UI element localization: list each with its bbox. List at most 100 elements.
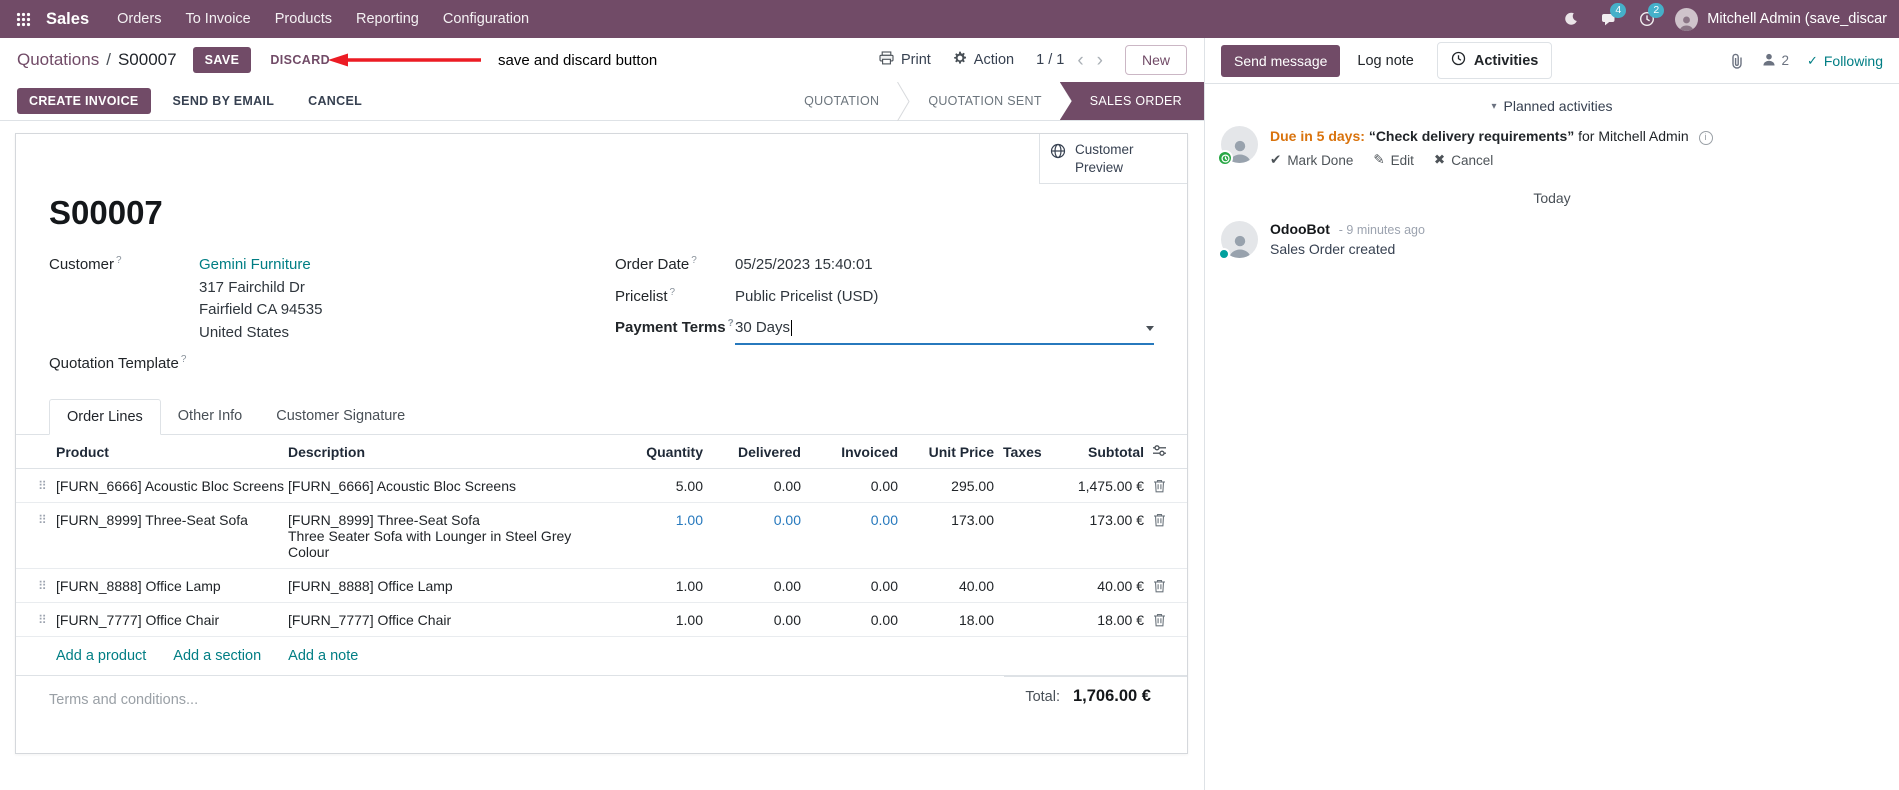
drag-handle-icon[interactable]: ⠿ xyxy=(38,513,47,527)
dropdown-caret-icon[interactable] xyxy=(1146,325,1154,331)
pricelist-value[interactable]: Public Pricelist (USD) xyxy=(735,287,879,305)
step-sales-order-active[interactable]: SALES ORDER xyxy=(1059,82,1204,120)
line-invoiced[interactable]: 0.00 xyxy=(870,478,898,494)
delete-line-icon[interactable] xyxy=(1144,503,1175,535)
send-by-email-button[interactable]: SEND BY EMAIL xyxy=(161,88,287,114)
line-quantity[interactable]: 1.00 xyxy=(675,612,703,628)
line-unit-price[interactable]: 40.00 xyxy=(958,578,994,594)
line-unit-price[interactable]: 18.00 xyxy=(958,612,994,628)
user-avatar[interactable] xyxy=(1675,7,1699,31)
nav-item-to-invoice[interactable]: To Invoice xyxy=(185,11,251,27)
line-taxes[interactable] xyxy=(994,569,1054,586)
following-button[interactable]: ✓ Following xyxy=(1807,53,1883,69)
delete-line-icon[interactable] xyxy=(1144,469,1175,501)
pager-previous-icon[interactable]: ‹ xyxy=(1077,49,1084,71)
add-a-note-link[interactable]: Add a note xyxy=(288,648,359,664)
action-button[interactable]: Action xyxy=(953,51,1014,69)
line-product[interactable]: [FURN_8888] Office Lamp xyxy=(56,578,221,594)
line-taxes[interactable] xyxy=(994,603,1054,620)
cancel-activity-button[interactable]: ✖ Cancel xyxy=(1433,152,1494,168)
discard-button[interactable]: DISCARD xyxy=(266,47,334,73)
planned-activities-toggle[interactable]: ▾ Planned activities xyxy=(1205,84,1899,123)
line-quantity[interactable]: 5.00 xyxy=(675,478,703,494)
step-quotation-sent[interactable]: QUOTATION SENT xyxy=(928,94,1042,108)
drag-handle-icon[interactable]: ⠿ xyxy=(38,579,47,593)
nav-item-configuration[interactable]: Configuration xyxy=(442,11,530,27)
line-invoiced[interactable]: 0.00 xyxy=(870,512,898,528)
line-taxes[interactable] xyxy=(994,469,1054,486)
line-delivered[interactable]: 0.00 xyxy=(773,478,801,494)
pager-next-icon[interactable]: › xyxy=(1096,49,1103,71)
apps-grid-icon[interactable] xyxy=(8,12,38,27)
line-description[interactable]: [FURN_8888] Office Lamp xyxy=(288,578,453,594)
create-invoice-button[interactable]: CREATE INVOICE xyxy=(17,88,151,114)
tab-other-info[interactable]: Other Info xyxy=(177,408,243,424)
print-icon xyxy=(879,51,894,69)
mark-done-button[interactable]: ✔ Mark Done xyxy=(1270,152,1354,168)
line-delivered[interactable]: 0.00 xyxy=(773,578,801,594)
customer-preview-button[interactable]: Customer Preview xyxy=(1039,134,1187,185)
pager-value[interactable]: 1 / 1 xyxy=(1036,52,1065,68)
statusbar-buttons: CREATE INVOICE SEND BY EMAIL CANCEL xyxy=(17,82,374,120)
line-description[interactable]: [FURN_6666] Acoustic Bloc Screens xyxy=(288,478,516,494)
line-product[interactable]: [FURN_6666] Acoustic Bloc Screens xyxy=(56,478,284,494)
header-quantity: Quantity xyxy=(646,444,703,460)
breadcrumb-separator: / xyxy=(106,50,111,69)
delete-line-icon[interactable] xyxy=(1144,603,1175,635)
delete-line-icon[interactable] xyxy=(1144,569,1175,601)
followers-button[interactable]: 2 xyxy=(1762,53,1789,69)
line-delivered[interactable]: 0.00 xyxy=(773,612,801,628)
terms-placeholder[interactable]: Terms and conditions... xyxy=(49,692,199,708)
drag-handle-icon[interactable]: ⠿ xyxy=(38,613,47,627)
add-a-product-link[interactable]: Add a product xyxy=(56,648,147,664)
print-button[interactable]: Print xyxy=(879,51,931,69)
user-menu[interactable]: Mitchell Admin (save_discar xyxy=(1707,11,1887,27)
tab-order-lines[interactable]: Order Lines xyxy=(49,399,161,435)
line-invoiced[interactable]: 0.00 xyxy=(870,612,898,628)
nav-item-products[interactable]: Products xyxy=(274,11,332,27)
customer-preview-label: Customer Preview xyxy=(1075,142,1134,175)
line-product[interactable]: [FURN_8999] Three-Seat Sofa xyxy=(56,512,248,528)
log-note-button[interactable]: Log note xyxy=(1344,45,1426,77)
activities-clock-icon[interactable]: 2 xyxy=(1629,0,1665,38)
tab-customer-signature[interactable]: Customer Signature xyxy=(276,408,406,424)
line-quantity[interactable]: 1.00 xyxy=(675,512,703,528)
step-quotation[interactable]: QUOTATION xyxy=(804,94,880,108)
line-taxes[interactable] xyxy=(994,503,1054,520)
new-button[interactable]: New xyxy=(1124,45,1187,75)
pencil-icon: ✎ xyxy=(1373,152,1385,168)
breadcrumb-quotations-link[interactable]: Quotations xyxy=(17,50,100,69)
customer-value: Gemini Furniture 317 Fairchild Dr Fairfi… xyxy=(199,254,322,344)
attachment-paperclip-icon[interactable] xyxy=(1730,53,1744,69)
activity-assignee: for Mitchell Admin xyxy=(1578,128,1689,144)
line-description[interactable]: [FURN_8999] Three-Seat Sofa Three Seater … xyxy=(288,512,572,560)
help-marker: ? xyxy=(691,255,697,266)
edit-activity-button[interactable]: ✎ Edit xyxy=(1373,152,1414,168)
line-quantity[interactable]: 1.00 xyxy=(675,578,703,594)
payment-terms-input[interactable]: 30 Days xyxy=(735,317,1154,345)
add-a-section-link[interactable]: Add a section xyxy=(173,648,262,664)
customer-link[interactable]: Gemini Furniture xyxy=(199,256,311,273)
send-message-button[interactable]: Send message xyxy=(1221,44,1341,77)
order-date-value[interactable]: 05/25/2023 15:40:01 xyxy=(735,256,873,273)
nav-item-reporting[interactable]: Reporting xyxy=(355,11,419,27)
message-author[interactable]: OdooBot xyxy=(1270,221,1330,238)
messages-icon[interactable]: 4 xyxy=(1591,0,1627,38)
save-button[interactable]: SAVE xyxy=(192,47,252,73)
line-delivered[interactable]: 0.00 xyxy=(773,512,801,528)
line-description[interactable]: [FURN_7777] Office Chair xyxy=(288,612,452,628)
drag-handle-icon[interactable]: ⠿ xyxy=(38,479,47,493)
main-menu: Orders To Invoice Products Reporting Con… xyxy=(105,0,541,38)
activities-tab[interactable]: Activities xyxy=(1436,42,1553,79)
cancel-button[interactable]: CANCEL xyxy=(296,88,374,114)
nav-item-orders[interactable]: Orders xyxy=(117,11,162,27)
app-name[interactable]: Sales xyxy=(46,9,90,28)
line-invoiced[interactable]: 0.00 xyxy=(870,578,898,594)
line-unit-price[interactable]: 295.00 xyxy=(951,478,994,494)
info-icon[interactable]: i xyxy=(1698,130,1713,145)
field-group: Customer? Gemini Furniture 317 Fairchild… xyxy=(16,232,1187,381)
line-product[interactable]: [FURN_7777] Office Chair xyxy=(56,612,220,628)
dark-mode-moon-icon[interactable] xyxy=(1553,0,1589,38)
line-unit-price[interactable]: 173.00 xyxy=(951,512,994,528)
optional-columns-icon[interactable] xyxy=(1144,435,1175,465)
